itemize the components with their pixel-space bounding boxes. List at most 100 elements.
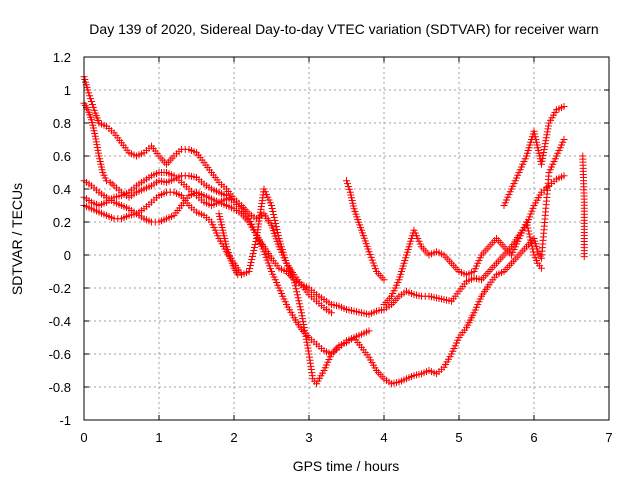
data-point xyxy=(291,282,299,290)
series-track-8 xyxy=(380,218,545,308)
data-point xyxy=(90,106,98,114)
data-point xyxy=(248,253,256,260)
data-point xyxy=(270,214,278,221)
data-point xyxy=(580,253,588,261)
data-point xyxy=(542,134,550,142)
data-point xyxy=(86,92,94,100)
data-point xyxy=(540,146,548,154)
data-point xyxy=(291,279,299,287)
data-point xyxy=(268,202,275,209)
data-point xyxy=(304,344,312,352)
data-point xyxy=(223,246,231,254)
x-tick-label: 0 xyxy=(80,430,87,445)
y-tick-label: 1.2 xyxy=(53,50,71,65)
data-point xyxy=(529,245,537,253)
y-axis-label: SDTVAR / TECUs xyxy=(9,183,25,295)
y-tick-label: -1 xyxy=(59,413,71,428)
series-track-6 xyxy=(215,210,242,279)
x-tick-label: 1 xyxy=(155,430,162,445)
data-point xyxy=(525,230,533,238)
data-point xyxy=(271,217,279,224)
data-point xyxy=(538,264,545,272)
data-point xyxy=(301,326,309,334)
data-point xyxy=(246,262,254,269)
data-point xyxy=(302,332,310,340)
series-track-9 xyxy=(500,103,568,209)
y-tick-label: 1 xyxy=(64,83,71,98)
data-markers xyxy=(80,73,588,388)
y-tick-label: 0.2 xyxy=(53,215,71,230)
data-point xyxy=(294,294,302,302)
x-tick-label: 5 xyxy=(455,430,462,445)
data-point xyxy=(269,208,277,215)
data-point xyxy=(295,300,303,308)
data-point xyxy=(542,137,550,145)
data-point xyxy=(297,306,305,314)
data-point xyxy=(250,244,258,251)
data-point xyxy=(541,143,549,151)
data-point xyxy=(272,223,280,230)
series-track-7 xyxy=(343,177,388,284)
data-point xyxy=(526,233,534,241)
data-point xyxy=(225,251,233,259)
y-tick-label: 0.4 xyxy=(53,182,71,197)
data-point xyxy=(544,125,552,133)
data-point xyxy=(380,276,388,284)
data-point xyxy=(304,347,312,355)
data-point xyxy=(539,154,547,162)
data-point xyxy=(560,136,568,143)
y-tick-label: -0.4 xyxy=(49,314,71,329)
data-point xyxy=(234,271,242,279)
y-tick-label: 0.6 xyxy=(53,149,71,164)
y-tick-label: -0.8 xyxy=(49,380,71,395)
y-tick-label: 0.8 xyxy=(53,116,71,131)
data-point xyxy=(296,303,304,311)
data-point xyxy=(543,128,551,136)
data-point xyxy=(343,180,351,188)
data-point xyxy=(538,157,546,165)
data-point xyxy=(523,218,530,226)
x-tick-label: 7 xyxy=(605,430,612,445)
grid xyxy=(84,57,609,420)
data-point xyxy=(301,329,309,337)
data-point xyxy=(252,238,260,245)
y-tick-label: 0 xyxy=(64,248,71,263)
chart-title: Day 139 of 2020, Sidereal Day-to-day VTE… xyxy=(89,21,598,37)
data-point xyxy=(247,259,255,266)
data-point xyxy=(538,160,545,168)
data-point xyxy=(249,250,257,257)
data-point xyxy=(293,291,301,299)
data-point xyxy=(299,318,307,326)
data-point xyxy=(298,309,305,317)
data-point xyxy=(251,241,259,248)
tick-labels: 0 1 2 3 4 5 6 7 -1 -0.8 -0.6 -0.4 -0.2 0 0.2 0.4 0.6 0.8 1… xyxy=(49,50,613,445)
data-point xyxy=(543,131,551,139)
data-point xyxy=(527,236,535,244)
data-point xyxy=(223,243,230,251)
data-point xyxy=(343,177,350,185)
data-point xyxy=(248,256,256,263)
x-tick-label: 6 xyxy=(530,430,537,445)
data-point xyxy=(328,309,335,317)
data-point xyxy=(303,338,311,346)
data-point xyxy=(523,221,531,229)
data-point xyxy=(300,321,308,329)
series-track-1 xyxy=(80,73,238,203)
data-point xyxy=(528,242,536,250)
data-point xyxy=(524,224,532,232)
data-point xyxy=(89,103,97,111)
data-point xyxy=(529,248,537,256)
data-point xyxy=(302,335,310,343)
data-point xyxy=(292,285,300,293)
data-point xyxy=(560,103,568,110)
data-point xyxy=(87,95,95,103)
data-point xyxy=(539,151,547,159)
data-point xyxy=(541,140,549,148)
series-track-10 xyxy=(579,152,588,261)
data-point xyxy=(344,183,352,191)
data-point xyxy=(273,226,281,233)
data-point xyxy=(224,249,232,257)
data-point xyxy=(527,239,535,247)
data-point xyxy=(88,100,96,108)
